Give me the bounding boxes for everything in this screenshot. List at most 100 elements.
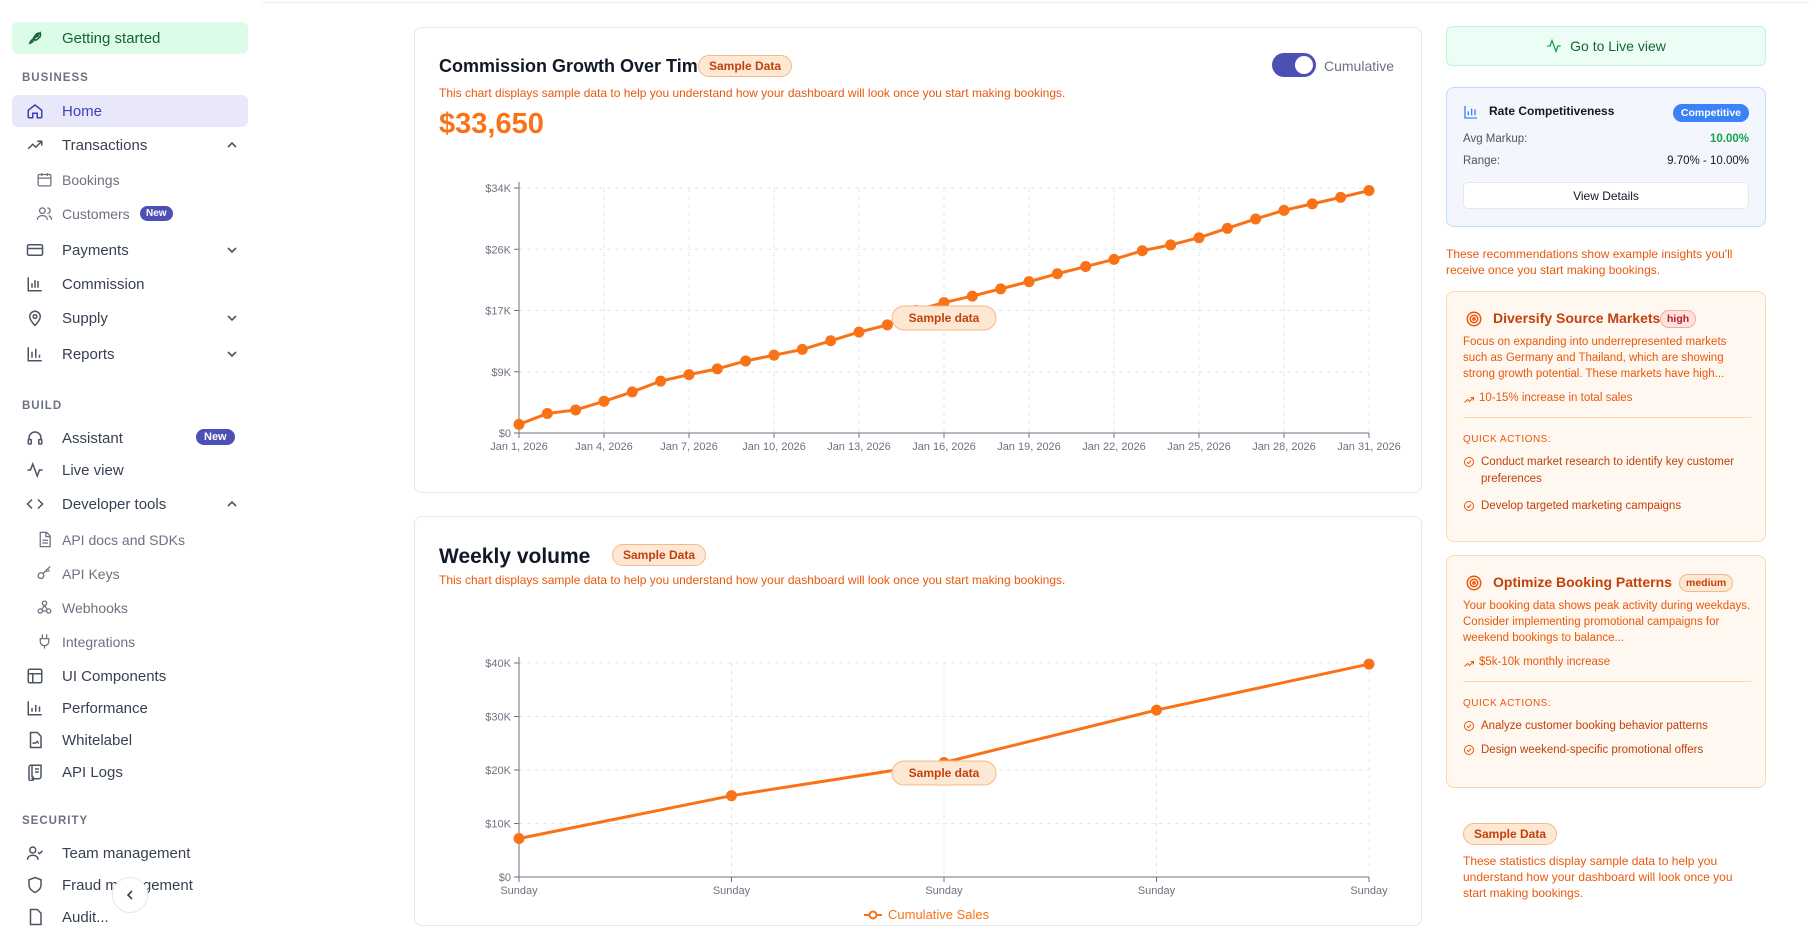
quick-action-item[interactable]: Analyze customer booking behavior patter…: [1463, 718, 1753, 735]
chart-title: Commission Growth Over Time: [439, 56, 708, 76]
key-icon: [37, 565, 51, 580]
target-icon: [1466, 575, 1482, 591]
sidebar-item-ui-components[interactable]: UI Components: [12, 660, 248, 692]
sidebar-item-performance[interactable]: Performance: [12, 692, 248, 724]
sidebar-item-api-docs[interactable]: API docs and SDKs: [12, 524, 248, 556]
recommendation-description: Your booking data shows peak activity du…: [1463, 600, 1751, 644]
section-business: BUSINESS: [22, 72, 89, 84]
sidebar-item-label: Integrations: [62, 634, 136, 650]
sidebar-item-label: Transactions: [62, 137, 148, 154]
sidebar-item-team-management[interactable]: Team management: [12, 837, 248, 869]
recommendation-title: Diversify Source Markets: [1493, 310, 1661, 326]
sample-disclaimer: This chart displays sample data to help …: [439, 573, 1066, 587]
chevron-up-icon[interactable]: [226, 139, 238, 151]
priority-badge: medium: [1679, 574, 1734, 592]
layout-icon: [27, 668, 43, 684]
sidebar-item-supply[interactable]: Supply: [12, 302, 248, 334]
chevron-up-icon[interactable]: [226, 498, 238, 510]
view-details-button[interactable]: View Details: [1463, 182, 1749, 209]
quick-action-text: Design weekend-specific promotional offe…: [1481, 744, 1704, 756]
y-tick-label: $20K: [485, 765, 511, 777]
data-point: [711, 363, 723, 375]
trending-up-icon: [27, 140, 43, 150]
chevron-down-icon[interactable]: [226, 348, 238, 360]
sidebar-item-bookings[interactable]: Bookings: [12, 164, 248, 196]
sidebar-item-label: Assistant: [62, 430, 123, 447]
data-point: [1363, 658, 1375, 670]
sample-data-badge: Sample Data: [698, 55, 793, 77]
user-check-icon: [26, 846, 44, 860]
sidebar-item-transactions[interactable]: Transactions: [12, 129, 248, 161]
plug-icon: [39, 634, 50, 649]
y-tick-label: $40K: [485, 658, 511, 670]
weekly-line-chart: $0 $10K $20K $30K $40K Sunday Sunday Sunday Sund…: [485, 657, 1388, 922]
quick-action-item[interactable]: Conduct market research to identify key …: [1463, 454, 1753, 488]
sidebar-item-label: Performance: [62, 700, 148, 717]
y-tick-label: $17K: [485, 306, 511, 318]
credit-card-icon: [26, 244, 44, 256]
stats-note: These statistics display sample data to …: [1463, 854, 1733, 900]
y-tick-label: $34K: [485, 183, 511, 195]
sidebar-item-label: Supply: [62, 310, 108, 327]
x-tick-label: Jan 19, 2026: [997, 441, 1061, 453]
chart-icon: [27, 347, 42, 362]
data-point: [1278, 204, 1290, 216]
cumulative-toggle[interactable]: [1272, 53, 1316, 77]
sidebar-item-integrations[interactable]: Integrations: [12, 626, 248, 658]
data-point: [655, 375, 667, 387]
x-tick-label: Jan 31, 2026: [1337, 441, 1401, 453]
x-tick-label: Jan 7, 2026: [660, 441, 718, 453]
getting-started-label: Getting started: [62, 30, 161, 47]
sidebar-item-whitelabel[interactable]: Whitelabel: [12, 724, 248, 756]
sample-data-overlay-label: Sample data: [909, 311, 980, 325]
getting-started-item[interactable]: Getting started: [12, 22, 248, 54]
x-tick-label: Sunday: [1138, 885, 1176, 897]
sidebar-item-live-view[interactable]: Live view: [12, 454, 248, 486]
data-point: [768, 349, 780, 361]
code-icon: [26, 498, 44, 510]
sample-disclaimer: This chart displays sample data to help …: [439, 86, 1066, 100]
chevron-down-icon[interactable]: [226, 312, 238, 324]
collapse-sidebar-button[interactable]: [112, 877, 148, 913]
quick-action-item[interactable]: Develop targeted marketing campaigns: [1463, 498, 1753, 515]
sidebar-item-payments[interactable]: Payments: [12, 234, 248, 266]
sidebar-item-api-keys[interactable]: API Keys: [12, 558, 248, 590]
sidebar-item-developer-tools[interactable]: Developer tools: [12, 488, 248, 520]
sidebar-item-commission[interactable]: Commission: [12, 268, 248, 300]
sidebar-item-customers[interactable]: Customers New: [12, 198, 248, 230]
chevron-left-icon: [126, 890, 133, 900]
legend-label: Cumulative Sales: [888, 907, 990, 922]
data-point: [1335, 191, 1347, 203]
recommendations-note: These recommendations show example insig…: [1446, 247, 1733, 277]
rocket-icon: [28, 31, 42, 45]
data-point: [1151, 704, 1162, 716]
quick-action-text: Analyze customer booking behavior patter…: [1481, 720, 1708, 732]
sidebar-item-assistant[interactable]: Assistant New: [12, 422, 248, 454]
quick-actions-label: QUICK ACTIONS:: [1463, 434, 1552, 445]
commission-total: $33,650: [439, 108, 544, 140]
recommendation-card: Diversify Source Markets high Focus on e…: [1446, 291, 1766, 542]
x-tick-label: Jan 4, 2026: [575, 441, 633, 453]
sidebar-item-home[interactable]: Home: [12, 95, 248, 127]
rate-title: Rate Competitiveness: [1489, 104, 1615, 118]
data-point: [1363, 185, 1375, 197]
legend-marker: [868, 910, 878, 920]
avg-markup-label: Avg Markup:: [1463, 133, 1528, 145]
check-circle-icon: [1464, 457, 1474, 467]
activity-icon: [1547, 38, 1561, 54]
sidebar-item-webhooks[interactable]: Webhooks: [12, 592, 248, 624]
sidebar-item-label: Developer tools: [62, 496, 167, 513]
section-build: BUILD: [22, 400, 63, 412]
x-tick-label: Jan 16, 2026: [912, 441, 976, 453]
data-point: [683, 369, 695, 381]
trending-up-icon: [1464, 661, 1474, 667]
y-tick-label: $0: [499, 872, 511, 884]
sidebar-item-api-logs[interactable]: API Logs: [12, 756, 248, 788]
chevron-down-icon[interactable]: [226, 244, 238, 256]
sidebar-item-reports[interactable]: Reports: [12, 338, 248, 370]
go-to-live-view-button[interactable]: Go to Live view: [1446, 26, 1766, 66]
quick-action-item[interactable]: Design weekend-specific promotional offe…: [1463, 742, 1753, 759]
x-tick-label: Sunday: [1350, 885, 1388, 897]
file-signature-icon: [29, 731, 42, 749]
quick-action-text: Develop targeted marketing campaigns: [1481, 500, 1682, 512]
